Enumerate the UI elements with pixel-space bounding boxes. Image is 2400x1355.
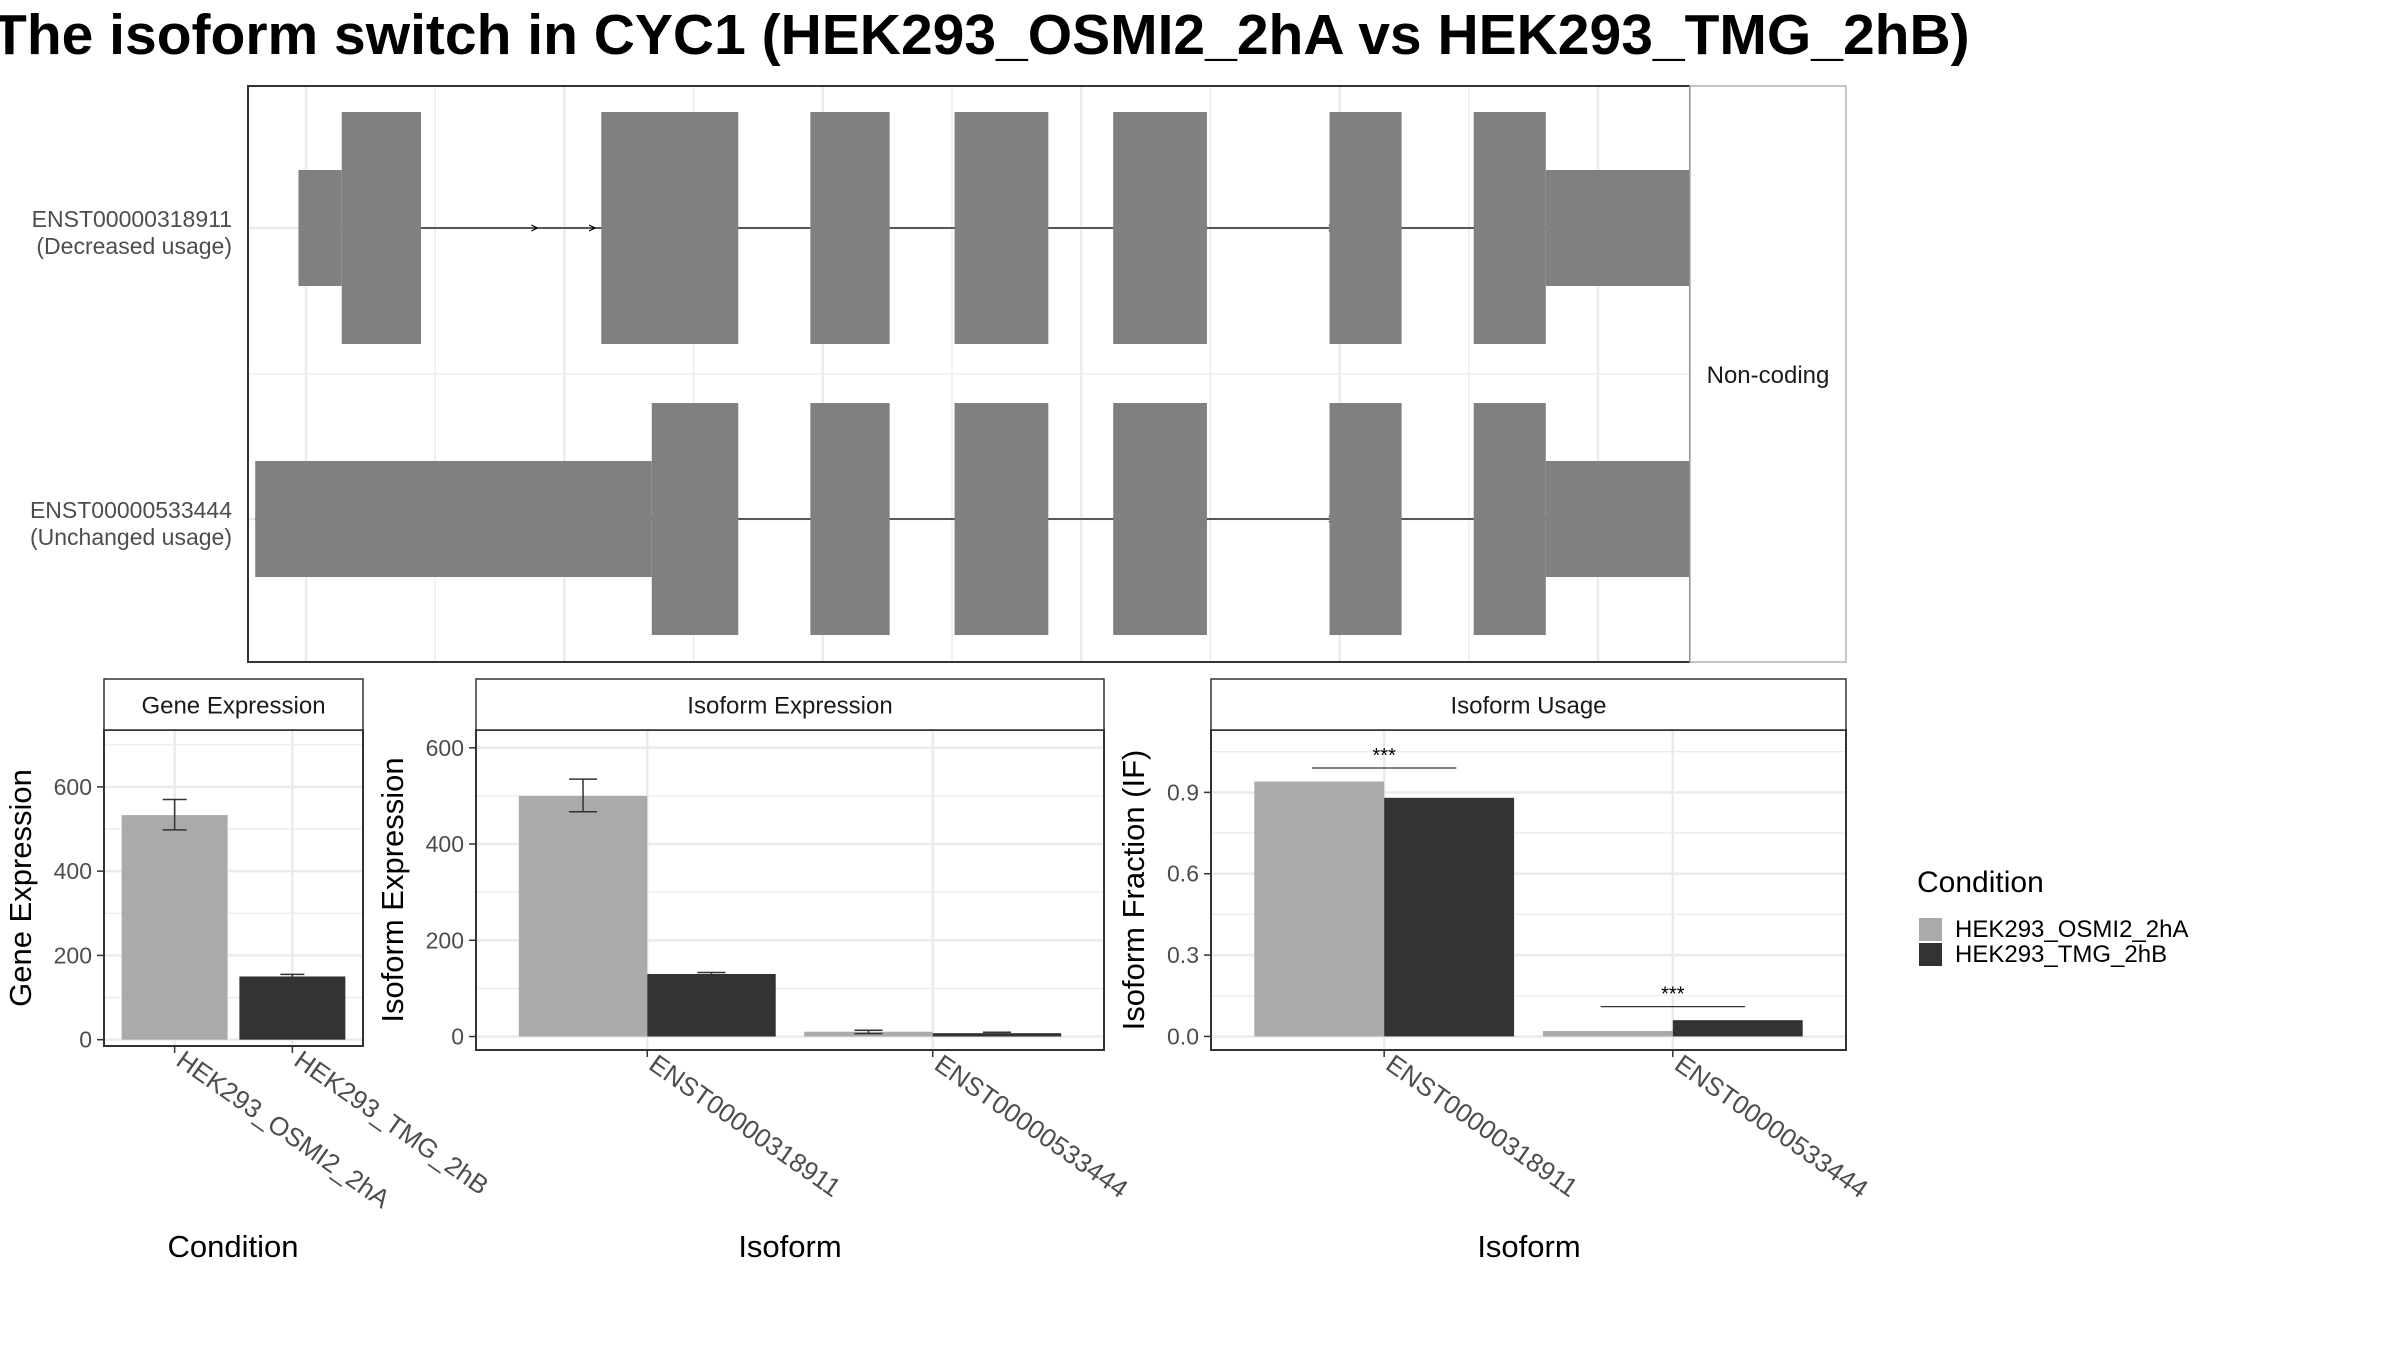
coding-exon <box>1473 112 1546 344</box>
bar <box>239 976 346 1040</box>
strand-arrow <box>531 224 539 232</box>
legend-label: HEK293_TMG_2hB <box>1955 941 2167 968</box>
coding-exon <box>1473 403 1546 635</box>
coding-exon <box>1113 403 1207 635</box>
significance-label: *** <box>1661 984 1685 1006</box>
bar-panels: 0 200 400 600 Gene Expression HEK293_OSMI2_2h… <box>3 678 1874 1264</box>
coding-exon <box>341 112 422 344</box>
y-axis-title: Gene Expression <box>3 769 38 1007</box>
bar <box>1672 1020 1803 1037</box>
x-axis-title: Isoform <box>1477 1229 1580 1264</box>
x-tick-label: ENST00000318911 <box>644 1048 847 1202</box>
coding-exon <box>651 403 739 635</box>
bar <box>1384 797 1515 1037</box>
panel-strip-title: Isoform Usage <box>1450 693 1606 720</box>
strand-arrow <box>588 224 597 232</box>
transcript-structure-panel: ENST00000318911(Decreased usage) ENST0000… <box>30 85 1847 663</box>
figure-title: The isoform switch in CYC1 (HEK293_OSMI2… <box>0 3 1970 67</box>
transcript-usage-label: (Decreased usage) <box>36 233 232 259</box>
bar <box>1542 1031 1673 1037</box>
bar <box>121 815 228 1040</box>
y-tick-label: 400 <box>426 831 464 857</box>
transcript-id-label: ENST00000318911 <box>32 206 232 232</box>
x-tick-label: ENST00000318911 <box>1381 1048 1584 1202</box>
legend-swatch <box>1919 943 1942 966</box>
coding-exon <box>954 403 1049 635</box>
y-tick-label: 0 <box>79 1027 92 1053</box>
panel-strip <box>475 678 1105 731</box>
y-tick-label: 600 <box>426 735 464 761</box>
y-tick-label: 0.6 <box>1167 861 1199 887</box>
y-tick-label: 200 <box>54 942 92 968</box>
y-tick-label: 0.3 <box>1167 942 1199 968</box>
x-axis-title: Condition <box>168 1229 299 1264</box>
legend-label: HEK293_OSMI2_2hA <box>1955 916 2188 943</box>
bar-panel: 0 200 400 600 Gene Expression HEK293_OSMI2_2h… <box>3 678 494 1264</box>
coding-exon <box>601 112 739 344</box>
coding-exon <box>810 112 890 344</box>
coding-exon <box>1113 112 1207 344</box>
coding-exon <box>810 403 890 635</box>
bar <box>1254 781 1385 1037</box>
bar <box>647 973 776 1037</box>
facet-strip <box>1689 85 1847 663</box>
utr-exon <box>255 461 652 577</box>
x-axis-title: Isoform <box>738 1229 841 1264</box>
coding-exon <box>954 112 1049 344</box>
y-tick-label: 0.0 <box>1167 1023 1199 1049</box>
x-tick-label: HEK293_OSMI2_2hA <box>171 1044 396 1214</box>
facet-strip-label: Non-coding <box>1707 362 1830 389</box>
bar-panel: 0.0 0.3 0.6 0.9 *** *** Isoform Usage ENST00000… <box>1116 678 1874 1264</box>
y-tick-label: 200 <box>426 927 464 953</box>
bar <box>518 795 648 1037</box>
y-tick-label: 400 <box>54 858 92 884</box>
coding-exon <box>1329 403 1402 635</box>
panel-strip-title: Isoform Expression <box>687 693 892 720</box>
transcript-usage-label: (Unchanged usage) <box>30 524 232 550</box>
legend-title: Condition <box>1917 866 2044 899</box>
x-tick-label: ENST00000533444 <box>929 1048 1133 1204</box>
transcript-id-label: ENST00000533444 <box>30 497 232 523</box>
coding-exon <box>1329 112 1402 344</box>
y-tick-label: 0.9 <box>1167 779 1199 805</box>
y-axis-title: Isoform Expression <box>375 757 410 1022</box>
x-tick-label: ENST00000533444 <box>1669 1048 1873 1204</box>
y-tick-label: 0 <box>451 1024 464 1050</box>
y-tick-label: 600 <box>54 774 92 800</box>
panel-strip-title: Gene Expression <box>141 693 325 720</box>
panel-strip <box>1210 678 1847 731</box>
legend-swatch <box>1919 918 1942 941</box>
significance-label: *** <box>1373 745 1397 767</box>
x-tick-label: HEK293_TMG_2hB <box>289 1044 494 1200</box>
y-axis-title: Isoform Fraction (IF) <box>1116 750 1151 1031</box>
panel-strip <box>103 678 364 731</box>
utr-exon <box>298 170 342 286</box>
